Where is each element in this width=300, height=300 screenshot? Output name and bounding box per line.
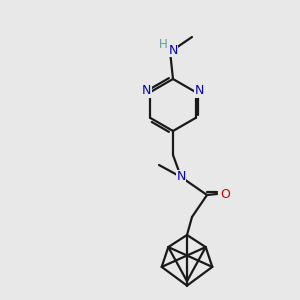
Text: O: O xyxy=(220,188,230,200)
Text: N: N xyxy=(176,170,186,184)
Text: H: H xyxy=(159,38,167,50)
Text: N: N xyxy=(168,44,178,56)
Text: N: N xyxy=(142,85,151,98)
Text: N: N xyxy=(195,85,204,98)
